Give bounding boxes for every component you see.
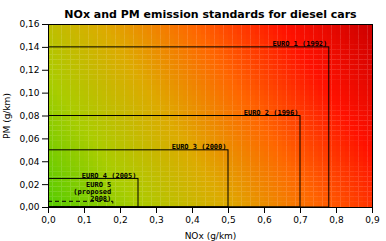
svg-text:0,8: 0,8 (329, 215, 344, 225)
svg-text:0,4: 0,4 (185, 215, 200, 225)
svg-text:0,16: 0,16 (19, 19, 39, 29)
svg-text:EURO 3 (2000): EURO 3 (2000) (172, 143, 227, 151)
svg-text:0,14: 0,14 (19, 42, 39, 52)
svg-text:0,9: 0,9 (365, 215, 380, 225)
svg-text:0,00: 0,00 (19, 202, 39, 212)
svg-text:EURO 4 (2005): EURO 4 (2005) (82, 172, 137, 180)
svg-text:0,04: 0,04 (19, 157, 39, 167)
svg-text:NOx (g/km): NOx (g/km) (185, 231, 237, 241)
svg-text:0,2: 0,2 (113, 215, 127, 225)
svg-text:EURO 1 (1992): EURO 1 (1992) (273, 40, 328, 48)
svg-text:0,06: 0,06 (19, 134, 39, 144)
svg-text:0,0: 0,0 (41, 215, 56, 225)
svg-text:0,5: 0,5 (221, 215, 235, 225)
svg-text:EURO 2 (1996): EURO 2 (1996) (244, 109, 299, 117)
svg-text:PM (g/km): PM (g/km) (2, 93, 12, 139)
svg-text:EURO 5(proposed2008): EURO 5(proposed2008) (73, 181, 111, 203)
svg-text:0,1: 0,1 (77, 215, 91, 225)
svg-text:0,6: 0,6 (257, 215, 272, 225)
svg-text:0,02: 0,02 (19, 180, 39, 190)
svg-text:0,08: 0,08 (19, 111, 39, 121)
svg-text:NOx and PM emission standards: NOx and PM emission standards for diesel… (64, 8, 357, 21)
svg-text:0,12: 0,12 (19, 65, 39, 75)
svg-text:0,7: 0,7 (293, 215, 307, 225)
svg-text:0,10: 0,10 (19, 88, 39, 98)
svg-text:0,3: 0,3 (149, 215, 163, 225)
